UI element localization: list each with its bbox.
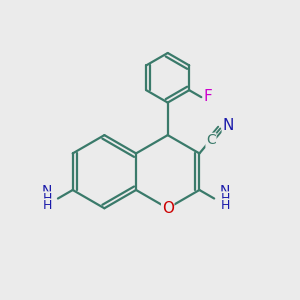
Text: C: C bbox=[206, 134, 216, 147]
Text: N: N bbox=[222, 118, 234, 134]
Text: N: N bbox=[220, 184, 230, 198]
Text: H: H bbox=[42, 192, 52, 205]
Text: H: H bbox=[42, 199, 52, 212]
Text: F: F bbox=[204, 89, 212, 104]
Text: O: O bbox=[162, 201, 174, 216]
Text: H: H bbox=[220, 199, 230, 212]
Text: H: H bbox=[220, 192, 230, 205]
Text: N: N bbox=[42, 184, 52, 198]
